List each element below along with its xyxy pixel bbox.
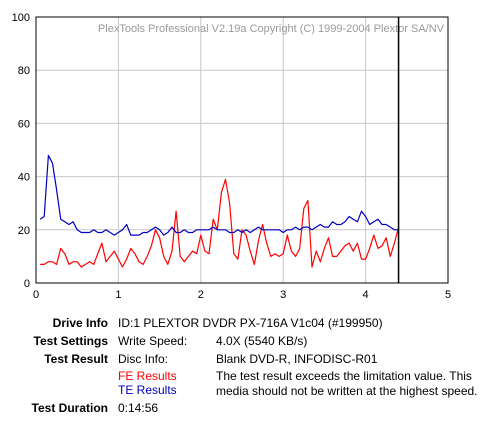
legend-fe-results: FE Results [118,369,177,383]
plot-frame [35,16,449,284]
test-duration-label: Test Duration [31,401,108,415]
result-message: The test result exceeds the limitation v… [216,369,478,398]
drive-info-value: ID:1 PLEXTOR DVDR PX-716A V1c04 (#199950… [118,316,383,330]
series [39,154,400,268]
y-tick-label-40: 40 [18,172,30,184]
y-tick-label-20: 20 [18,225,30,237]
disc-info-label: Disc Info: [118,352,169,366]
chart: PlexTools Professional V2.19a Copyright … [12,12,451,300]
grid [36,17,448,283]
x-tick-label-4: 4 [363,289,369,300]
x-tick-label-0: 0 [33,289,39,300]
x-tick-label-2: 2 [198,289,204,300]
write-speed-label: Write Speed: [118,334,188,348]
axis-ticks: 0 20 40 60 80 100 0 1 2 3 4 5 [12,12,451,300]
x-tick-label-3: 3 [280,289,286,300]
drive-info-label: Drive Info [52,316,108,330]
series-line-te-results [39,154,399,236]
y-tick-label-100: 100 [12,12,30,24]
legend-te-results: TE Results [118,383,177,397]
y-tick-label-80: 80 [18,65,30,77]
y-tick-label-60: 60 [18,118,30,130]
x-tick-label-5: 5 [445,289,451,300]
test-duration-value: 0:14:56 [118,401,159,415]
x-tick-label-1: 1 [115,289,121,300]
series-line-fe-results [40,178,400,268]
chart-watermark: PlexTools Professional V2.19a Copyright … [98,23,445,35]
test-result-label: Test Result [44,352,108,366]
test-settings-label: Test Settings [33,334,108,348]
write-speed-value: 4.0X (5540 KB/s) [216,334,308,348]
disc-info-value: Blank DVD-R, INFODISC-R01 [216,352,378,366]
y-tick-label-0: 0 [24,278,30,290]
